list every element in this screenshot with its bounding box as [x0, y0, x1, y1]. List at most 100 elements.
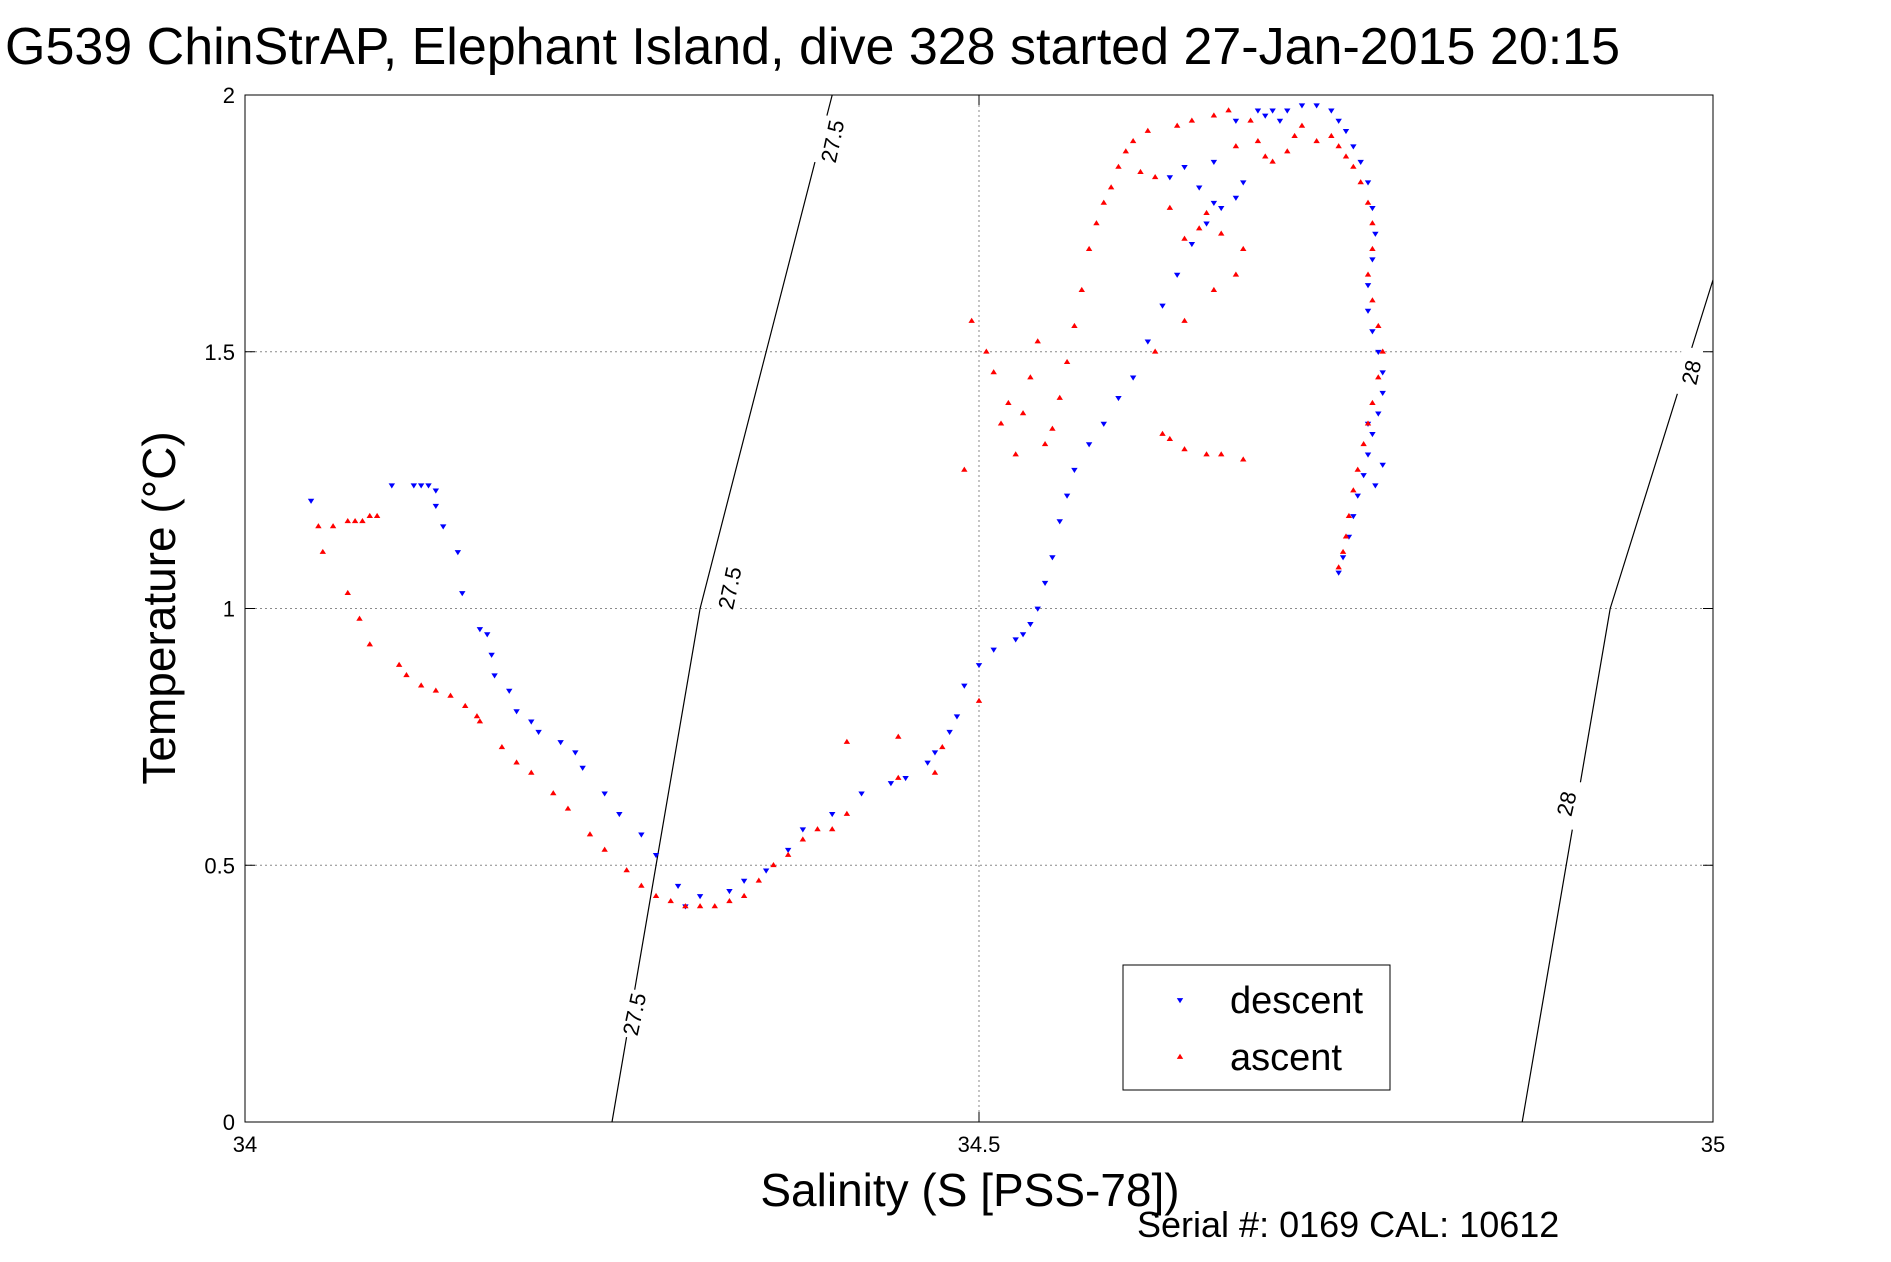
ascent-point	[1034, 338, 1041, 344]
descent-point	[484, 632, 491, 638]
descent-point	[459, 591, 466, 597]
x-tick-label: 34	[233, 1132, 257, 1157]
ascent-point	[417, 682, 425, 688]
descent-point	[1203, 221, 1210, 227]
ascent-point	[1342, 153, 1350, 159]
contour-label-bg	[615, 987, 653, 1041]
descent-point	[1339, 555, 1347, 561]
descent-point	[726, 889, 733, 895]
ascent-point	[1107, 184, 1115, 190]
ascent-point	[1129, 138, 1137, 144]
contour-label: 27.5	[618, 991, 651, 1038]
descent-point	[1019, 632, 1027, 638]
ascent-point	[961, 466, 968, 472]
ascent-point	[1166, 435, 1174, 441]
descent-point	[652, 853, 660, 859]
legend: descent ascent	[1122, 964, 1391, 1091]
descent-point	[1254, 108, 1262, 114]
descent-point	[1100, 421, 1107, 427]
descent-point	[439, 524, 447, 530]
ascent-point	[667, 897, 674, 904]
descent-point	[417, 483, 425, 489]
y-tick-label: 1	[223, 597, 235, 622]
legend-descent-label: descent	[1230, 980, 1364, 1022]
ascent-point	[447, 692, 454, 698]
ascent-point	[319, 548, 327, 554]
descent-point	[1369, 431, 1376, 438]
ascent-point	[1364, 271, 1372, 277]
descent-point	[572, 750, 579, 756]
ascent-point	[315, 523, 322, 529]
ascent-point	[1012, 451, 1019, 457]
descent-point	[1041, 580, 1049, 587]
descent-point	[1298, 103, 1306, 109]
ascent-point	[638, 882, 645, 888]
ascent-point	[351, 518, 359, 524]
legend-box	[1122, 964, 1391, 1091]
ascent-point	[473, 713, 481, 719]
ascent-point	[1071, 322, 1078, 328]
ascent-point	[1350, 163, 1357, 169]
descent-point	[432, 488, 440, 494]
descent-point	[1372, 483, 1379, 489]
descent-point	[1364, 452, 1372, 458]
descent-point	[616, 811, 623, 818]
descent-point	[674, 883, 682, 889]
descent-point	[696, 894, 704, 900]
ascent-point	[1364, 420, 1372, 426]
descent-point	[1335, 570, 1342, 576]
ascent-point	[528, 769, 535, 775]
descent-point	[1375, 349, 1382, 355]
contour-label-bg	[710, 561, 749, 615]
descent-point	[784, 847, 792, 854]
ascent-point	[682, 903, 689, 909]
ascent-point	[1218, 451, 1225, 457]
descent-point	[1210, 159, 1218, 165]
descent-point	[1232, 195, 1240, 201]
ascent-point	[1019, 410, 1027, 416]
descent-point	[1049, 555, 1056, 561]
descent-point	[1313, 103, 1320, 109]
ascent-point	[1203, 209, 1210, 216]
descent-point	[1350, 144, 1357, 150]
descent-point	[975, 663, 983, 669]
descent-point	[557, 740, 564, 746]
descent-point	[1159, 303, 1166, 309]
descent-point	[488, 652, 495, 658]
descent-point	[1115, 396, 1122, 402]
density-contours: 27.5 27.5 27.5 28 28	[611, 95, 1713, 1122]
ascent-point	[564, 805, 572, 811]
descent-point	[1335, 118, 1342, 124]
descent-point	[1012, 637, 1019, 643]
ascent-point	[1166, 204, 1174, 210]
ascent-point	[1232, 143, 1240, 149]
ascent-point	[1354, 466, 1361, 472]
ascent-point	[403, 672, 410, 678]
grid-layer	[245, 95, 1713, 1122]
descent-point	[1063, 493, 1071, 499]
descent-point	[1166, 175, 1174, 181]
ascent-point	[770, 862, 777, 868]
descent-point	[1328, 108, 1335, 114]
contour-label-bg	[1672, 345, 1710, 399]
contour-label: 27.5	[713, 565, 746, 612]
ascent-point	[366, 512, 373, 518]
ascent-point	[1005, 399, 1012, 406]
contour-label-bg	[813, 114, 851, 168]
ascent-point	[1181, 317, 1188, 323]
ascent-point	[1210, 112, 1218, 118]
ascent-point	[1063, 358, 1071, 364]
ascent-point	[1049, 425, 1056, 431]
ascent-point	[1041, 440, 1049, 447]
descent-point	[1379, 462, 1386, 468]
x-tick-label: 34.5	[958, 1132, 1001, 1157]
ascent-point	[1240, 245, 1247, 251]
ascent-point	[1240, 456, 1247, 462]
ascent-point	[1247, 117, 1254, 123]
descent-point	[1369, 329, 1376, 335]
descent-point	[638, 832, 645, 838]
descent-point	[432, 503, 440, 509]
descent-point	[1262, 113, 1269, 119]
descent-point	[491, 673, 498, 679]
legend-ascent-marker	[1176, 1053, 1184, 1059]
